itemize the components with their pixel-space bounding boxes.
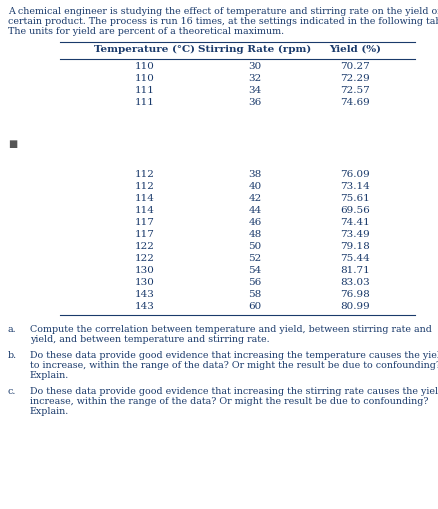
Text: 73.49: 73.49 — [340, 230, 370, 239]
Text: 75.44: 75.44 — [340, 254, 370, 263]
Text: Stirring Rate (rpm): Stirring Rate (rpm) — [198, 45, 311, 54]
Text: to increase, within the range of the data? Or might the result be due to confoun: to increase, within the range of the dat… — [30, 361, 438, 370]
Text: 42: 42 — [248, 194, 261, 203]
Text: 111: 111 — [135, 86, 155, 95]
Text: Do these data provide good evidence that increasing the stirring rate causes the: Do these data provide good evidence that… — [30, 387, 438, 396]
Text: 40: 40 — [248, 182, 261, 191]
Text: ■: ■ — [8, 140, 17, 149]
Text: 117: 117 — [135, 218, 155, 227]
Text: 60: 60 — [248, 302, 261, 311]
Text: 54: 54 — [248, 266, 261, 275]
Text: 110: 110 — [135, 62, 155, 71]
Text: 50: 50 — [248, 242, 261, 251]
Text: 56: 56 — [248, 278, 261, 287]
Text: A chemical engineer is studying the effect of temperature and stirring rate on t: A chemical engineer is studying the effe… — [8, 7, 438, 16]
Text: 79.18: 79.18 — [340, 242, 370, 251]
Text: b.: b. — [8, 351, 17, 360]
Text: 73.14: 73.14 — [340, 182, 370, 191]
Text: 36: 36 — [248, 98, 261, 107]
Text: 130: 130 — [135, 266, 155, 275]
Text: 48: 48 — [248, 230, 261, 239]
Text: 80.99: 80.99 — [340, 302, 370, 311]
Text: 75.61: 75.61 — [340, 194, 370, 203]
Text: 52: 52 — [248, 254, 261, 263]
Text: 76.09: 76.09 — [340, 170, 370, 179]
Text: 112: 112 — [135, 182, 155, 191]
Text: 69.56: 69.56 — [340, 206, 370, 215]
Text: 72.57: 72.57 — [340, 86, 370, 95]
Text: increase, within the range of the data? Or might the result be due to confoundin: increase, within the range of the data? … — [30, 397, 428, 406]
Text: 72.29: 72.29 — [340, 74, 370, 83]
Text: 44: 44 — [248, 206, 261, 215]
Text: 114: 114 — [135, 206, 155, 215]
Text: 76.98: 76.98 — [340, 290, 370, 299]
Text: 110: 110 — [135, 74, 155, 83]
Text: certain product. The process is run 16 times, at the settings indicated in the f: certain product. The process is run 16 t… — [8, 17, 438, 26]
Text: Explain.: Explain. — [30, 371, 69, 380]
Text: 114: 114 — [135, 194, 155, 203]
Text: 112: 112 — [135, 170, 155, 179]
Text: 111: 111 — [135, 98, 155, 107]
Text: 70.27: 70.27 — [340, 62, 370, 71]
Text: 81.71: 81.71 — [340, 266, 370, 275]
Text: 130: 130 — [135, 278, 155, 287]
Text: 58: 58 — [248, 290, 261, 299]
Text: 143: 143 — [135, 302, 155, 311]
Text: 46: 46 — [248, 218, 261, 227]
Text: a.: a. — [8, 325, 17, 334]
Text: 34: 34 — [248, 86, 261, 95]
Text: Yield (%): Yield (%) — [329, 45, 381, 54]
Text: 83.03: 83.03 — [340, 278, 370, 287]
Text: 32: 32 — [248, 74, 261, 83]
Text: Temperature (°C): Temperature (°C) — [95, 45, 195, 54]
Text: The units for yield are percent of a theoretical maximum.: The units for yield are percent of a the… — [8, 27, 284, 36]
Text: 74.69: 74.69 — [340, 98, 370, 107]
Text: 143: 143 — [135, 290, 155, 299]
Text: 74.41: 74.41 — [340, 218, 370, 227]
Text: 117: 117 — [135, 230, 155, 239]
Text: 122: 122 — [135, 254, 155, 263]
Text: Do these data provide good evidence that increasing the temperature causes the y: Do these data provide good evidence that… — [30, 351, 438, 360]
Text: 38: 38 — [248, 170, 261, 179]
Text: c.: c. — [8, 387, 16, 396]
Text: 122: 122 — [135, 242, 155, 251]
Text: 30: 30 — [248, 62, 261, 71]
Text: yield, and between temperature and stirring rate.: yield, and between temperature and stirr… — [30, 335, 270, 344]
Text: Explain.: Explain. — [30, 407, 69, 416]
Text: Compute the correlation between temperature and yield, between stirring rate and: Compute the correlation between temperat… — [30, 325, 432, 334]
